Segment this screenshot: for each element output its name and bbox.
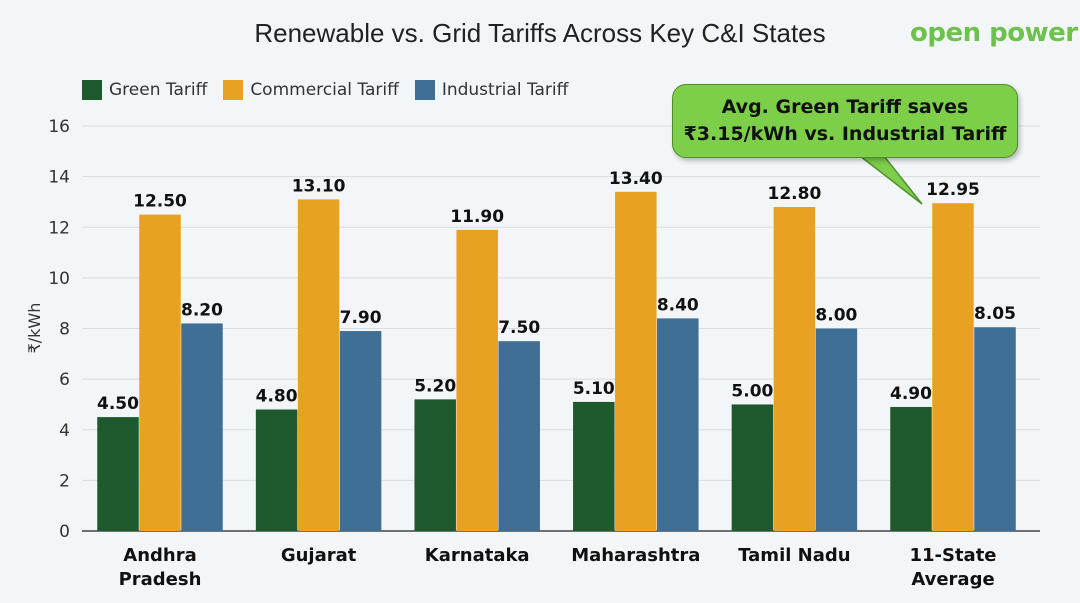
bar-commercial-tariff	[615, 191, 657, 531]
y-tick-label: 2	[59, 471, 70, 491]
legend-item-commercial: Commercial Tariff	[223, 80, 399, 100]
bar-industrial-tariff	[815, 328, 858, 531]
bar-industrial-tariff	[181, 323, 223, 531]
data-label: 5.10	[573, 379, 615, 399]
chart-title: Renewable vs. Grid Tariffs Across Key C&…	[254, 18, 826, 48]
data-label: 4.50	[97, 394, 139, 414]
data-label: 8.20	[181, 300, 223, 320]
y-tick-label: 16	[48, 117, 70, 137]
legend: Green Tariff Commercial Tariff Industria…	[82, 80, 568, 100]
data-label: 12.95	[926, 180, 980, 200]
y-tick-label: 0	[59, 522, 70, 542]
annotation-line: Avg. Green Tariff saves	[721, 96, 969, 118]
data-label: 7.50	[498, 318, 540, 338]
data-label: 5.00	[731, 381, 773, 401]
data-label: 4.90	[890, 384, 932, 404]
data-label: 4.80	[256, 387, 298, 407]
callout-pointer	[857, 155, 923, 205]
bar-commercial-tariff	[139, 214, 181, 531]
y-tick-label: 10	[48, 269, 70, 289]
legend-item-industrial: Industrial Tariff	[414, 80, 569, 100]
data-label: 8.40	[657, 295, 699, 315]
bar-industrial-tariff	[339, 331, 382, 531]
x-tick-label: Maharashtra	[571, 545, 700, 566]
bar-commercial-tariff	[456, 229, 498, 531]
x-tick-label: 11-State	[909, 545, 996, 566]
y-tick-label: 8	[59, 320, 70, 340]
bar-green-tariff	[97, 417, 139, 531]
y-tick-label: 4	[59, 421, 70, 441]
bar-green-tariff	[731, 404, 774, 531]
bar-green-tariff	[573, 401, 615, 531]
legend-swatch	[414, 80, 435, 100]
bar-green-tariff	[255, 409, 298, 531]
y-tick-label: 6	[59, 370, 70, 390]
open-power-logo: open power	[910, 18, 1078, 48]
x-tick-label: Average	[911, 569, 994, 590]
y-tick-label: 14	[48, 168, 70, 188]
y-tick-label: 12	[48, 218, 70, 238]
data-label: 8.05	[974, 304, 1016, 324]
bar-green-tariff	[890, 406, 932, 531]
data-label: 7.90	[340, 308, 382, 328]
bar-commercial-tariff	[932, 203, 974, 531]
data-label: 13.40	[609, 169, 663, 189]
bar-green-tariff	[414, 399, 456, 531]
x-tick-label: Tamil Nadu	[738, 545, 850, 566]
legend-swatch	[223, 80, 244, 100]
bar-commercial-tariff	[297, 199, 340, 531]
annotation-line: ₹3.15/kWh vs. Industrial Tariff	[683, 123, 1007, 145]
x-tick-label: Andhra	[123, 545, 196, 566]
legend-label: Industrial Tariff	[441, 80, 569, 100]
bar-industrial-tariff	[657, 318, 699, 531]
x-tick-label: Pradesh	[119, 569, 202, 590]
legend-label: Commercial Tariff	[250, 80, 399, 100]
legend-label: Green Tariff	[109, 80, 208, 100]
data-label: 13.10	[292, 176, 346, 196]
x-tick-label: Karnataka	[425, 545, 530, 566]
bar-industrial-tariff	[498, 341, 540, 531]
legend-item-green: Green Tariff	[82, 80, 207, 100]
bar-commercial-tariff	[773, 207, 816, 531]
legend-swatch	[82, 80, 102, 100]
data-label: 12.80	[768, 184, 822, 204]
data-label: 12.50	[133, 192, 187, 212]
annotation-callout: Avg. Green Tariff saves ₹3.15/kWh vs. In…	[672, 84, 1018, 158]
data-label: 8.00	[815, 306, 857, 326]
data-label: 5.20	[414, 376, 456, 396]
bar-industrial-tariff	[974, 327, 1016, 531]
x-tick-label: Gujarat	[281, 545, 357, 566]
data-label: 11.90	[450, 207, 504, 227]
y-axis-label: ₹/kWh	[25, 303, 44, 354]
